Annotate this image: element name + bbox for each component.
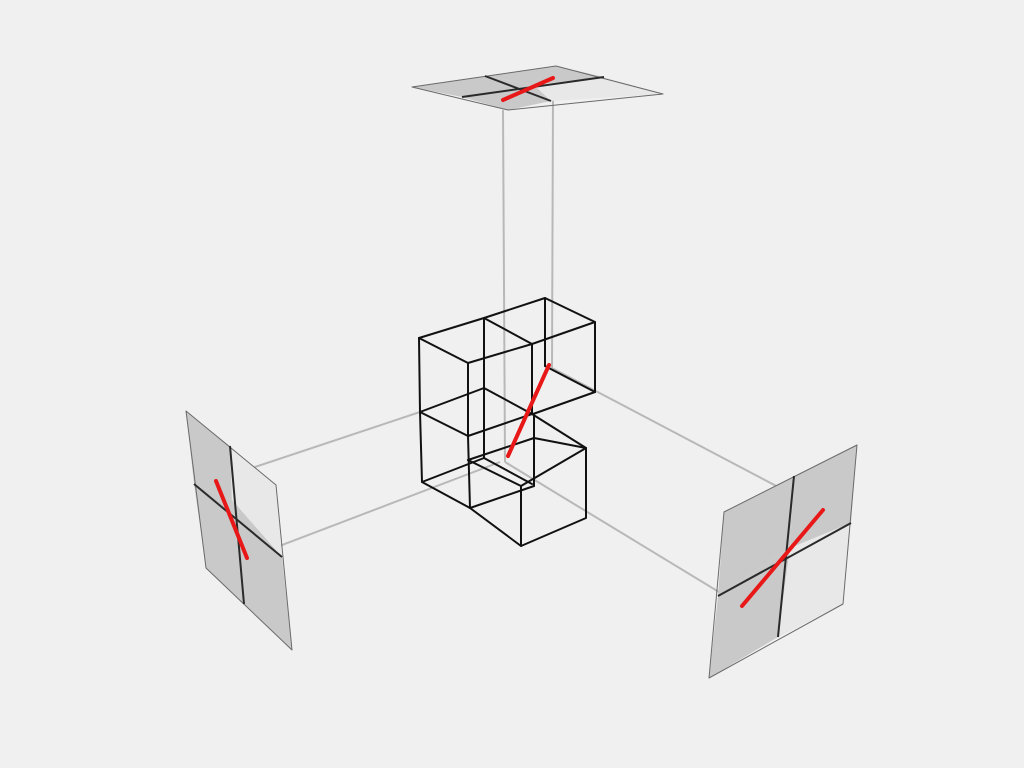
top-plane-segment [501,76,555,102]
projection-line-right-2 [504,461,743,607]
main-segment [506,363,551,458]
right-plane-border [708,444,858,679]
right-plane-segment [740,508,825,608]
left-plane-segment [214,479,249,560]
cube-edge [532,391,596,415]
cube-edge [467,437,587,547]
projection-line-left-2 [247,461,501,559]
right-plane-quadrant-lower-right [778,523,851,637]
cube-edge [467,435,471,509]
left-plane-divider-1 [229,445,245,605]
projection-line-top-1 [502,109,506,463]
projection-lines [239,94,823,607]
left-plane-border [185,410,293,651]
right-plane-quadrant-lower-left [709,548,790,678]
left-plane-quadrant-upper-right [230,446,282,557]
left-plane-divider-2 [193,483,283,558]
cube-edge [483,297,596,393]
top-plane-quadrant-back-left [412,76,534,97]
cube-edge [531,321,596,345]
cube-edge [544,365,596,393]
left-plane-quadrant-upper-left [186,411,232,500]
cube-lower-front-right [467,413,587,547]
right-projection-plane [708,444,858,679]
cube-edge [418,317,533,415]
cube-front-left-upper [418,317,533,437]
cube-edge [483,387,533,415]
left-plane-quadrant-lower-right [232,500,292,650]
projection-line-top-2 [551,94,554,369]
top-plane-divider-2 [484,75,552,102]
cube-edge [483,457,533,485]
cube-lower-left [419,387,587,509]
top-plane-border [411,65,664,111]
top-projection-plane [411,65,664,111]
cube-edge [419,387,485,413]
cube-back-right-upper [483,297,596,415]
right-plane-divider-2 [717,522,852,597]
projection-line-left-1 [239,411,421,473]
cube-cluster [418,297,596,547]
cube-edge [467,413,587,449]
cube-edge [469,485,535,509]
left-projection-plane [185,410,293,651]
